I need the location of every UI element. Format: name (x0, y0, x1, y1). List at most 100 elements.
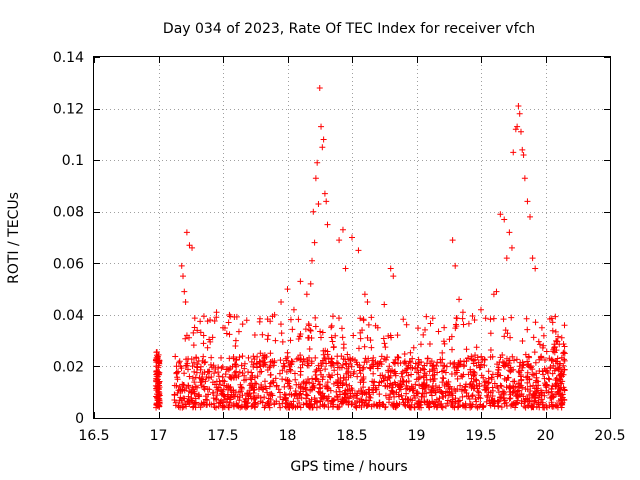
data-point (189, 363, 196, 370)
data-point (315, 200, 322, 207)
data-point (256, 318, 263, 325)
data-point (261, 359, 268, 366)
data-point (453, 369, 460, 376)
data-point (239, 403, 246, 410)
data-point (549, 327, 556, 334)
data-point (227, 313, 234, 320)
data-point (524, 198, 531, 205)
x-tick-labels: 16.5 17 17.5 18 18.5 19 19.5 20 20.5 (78, 428, 625, 444)
data-point (307, 327, 314, 334)
data-point (365, 389, 372, 396)
data-point (495, 403, 502, 410)
data-point (218, 365, 225, 372)
data-point (525, 361, 532, 368)
data-point (290, 306, 297, 313)
data-point (339, 226, 346, 233)
data-point (453, 323, 460, 330)
data-point (180, 403, 187, 410)
data-point (350, 370, 357, 377)
data-point (204, 344, 211, 351)
data-point (440, 367, 447, 374)
data-point (294, 395, 301, 402)
data-point (406, 404, 413, 411)
x-tick-label: 17.5 (207, 428, 238, 444)
data-point (409, 397, 416, 404)
x-axis-title: GPS time / hours (290, 459, 407, 475)
data-point (503, 384, 510, 391)
data-point (246, 390, 253, 397)
data-point (536, 368, 543, 375)
data-point (368, 314, 375, 321)
data-point (316, 84, 323, 91)
data-point (490, 291, 497, 298)
data-point (532, 359, 539, 366)
data-point (213, 314, 220, 321)
data-point (205, 391, 212, 398)
data-point (186, 388, 193, 395)
data-point (376, 402, 383, 409)
data-point (334, 353, 341, 360)
data-point (415, 361, 422, 368)
data-point (386, 394, 393, 401)
data-point (214, 388, 221, 395)
data-point (319, 329, 326, 336)
data-point (408, 383, 415, 390)
data-point (362, 397, 369, 404)
data-point (544, 404, 551, 411)
data-point (459, 401, 466, 408)
data-point (479, 403, 486, 410)
data-point (284, 349, 291, 356)
data-point (181, 395, 188, 402)
data-point (234, 393, 241, 400)
data-point (449, 402, 456, 409)
data-point (184, 398, 191, 405)
data-point (516, 380, 523, 387)
data-point (211, 318, 218, 325)
data-point (259, 386, 266, 393)
data-point (218, 390, 225, 397)
y-tick-label: 0.14 (53, 50, 84, 66)
data-point (329, 338, 336, 345)
data-point (235, 328, 242, 335)
data-point (357, 379, 364, 386)
data-point (312, 354, 319, 361)
data-point (479, 356, 486, 363)
data-point (417, 341, 424, 348)
data-point (176, 397, 183, 404)
data-point (156, 390, 163, 397)
data-point (191, 379, 198, 386)
data-point (503, 403, 510, 410)
data-point (416, 398, 423, 405)
data-point (257, 350, 264, 357)
data-point (518, 376, 525, 383)
data-point (216, 378, 223, 385)
data-point (489, 371, 496, 378)
data-point (500, 316, 507, 323)
data-point (321, 190, 328, 197)
data-point (512, 404, 519, 411)
data-point (156, 358, 163, 365)
data-point (458, 372, 465, 379)
data-point (311, 239, 318, 246)
data-point (449, 237, 456, 244)
data-point (355, 247, 362, 254)
data-point (174, 389, 181, 396)
data-point (487, 389, 494, 396)
data-point (281, 391, 288, 398)
data-point (198, 375, 205, 382)
data-point (426, 340, 433, 347)
data-point (515, 387, 522, 394)
data-point (268, 379, 275, 386)
data-point (190, 342, 197, 349)
data-point (516, 110, 523, 117)
data-point (535, 382, 542, 389)
data-point (471, 317, 478, 324)
data-point (476, 392, 482, 399)
data-point (353, 359, 360, 366)
data-point (248, 376, 255, 383)
data-point (467, 369, 474, 376)
data-point (516, 363, 523, 370)
data-point (317, 390, 324, 397)
data-point (391, 359, 398, 366)
data-point (200, 313, 207, 320)
